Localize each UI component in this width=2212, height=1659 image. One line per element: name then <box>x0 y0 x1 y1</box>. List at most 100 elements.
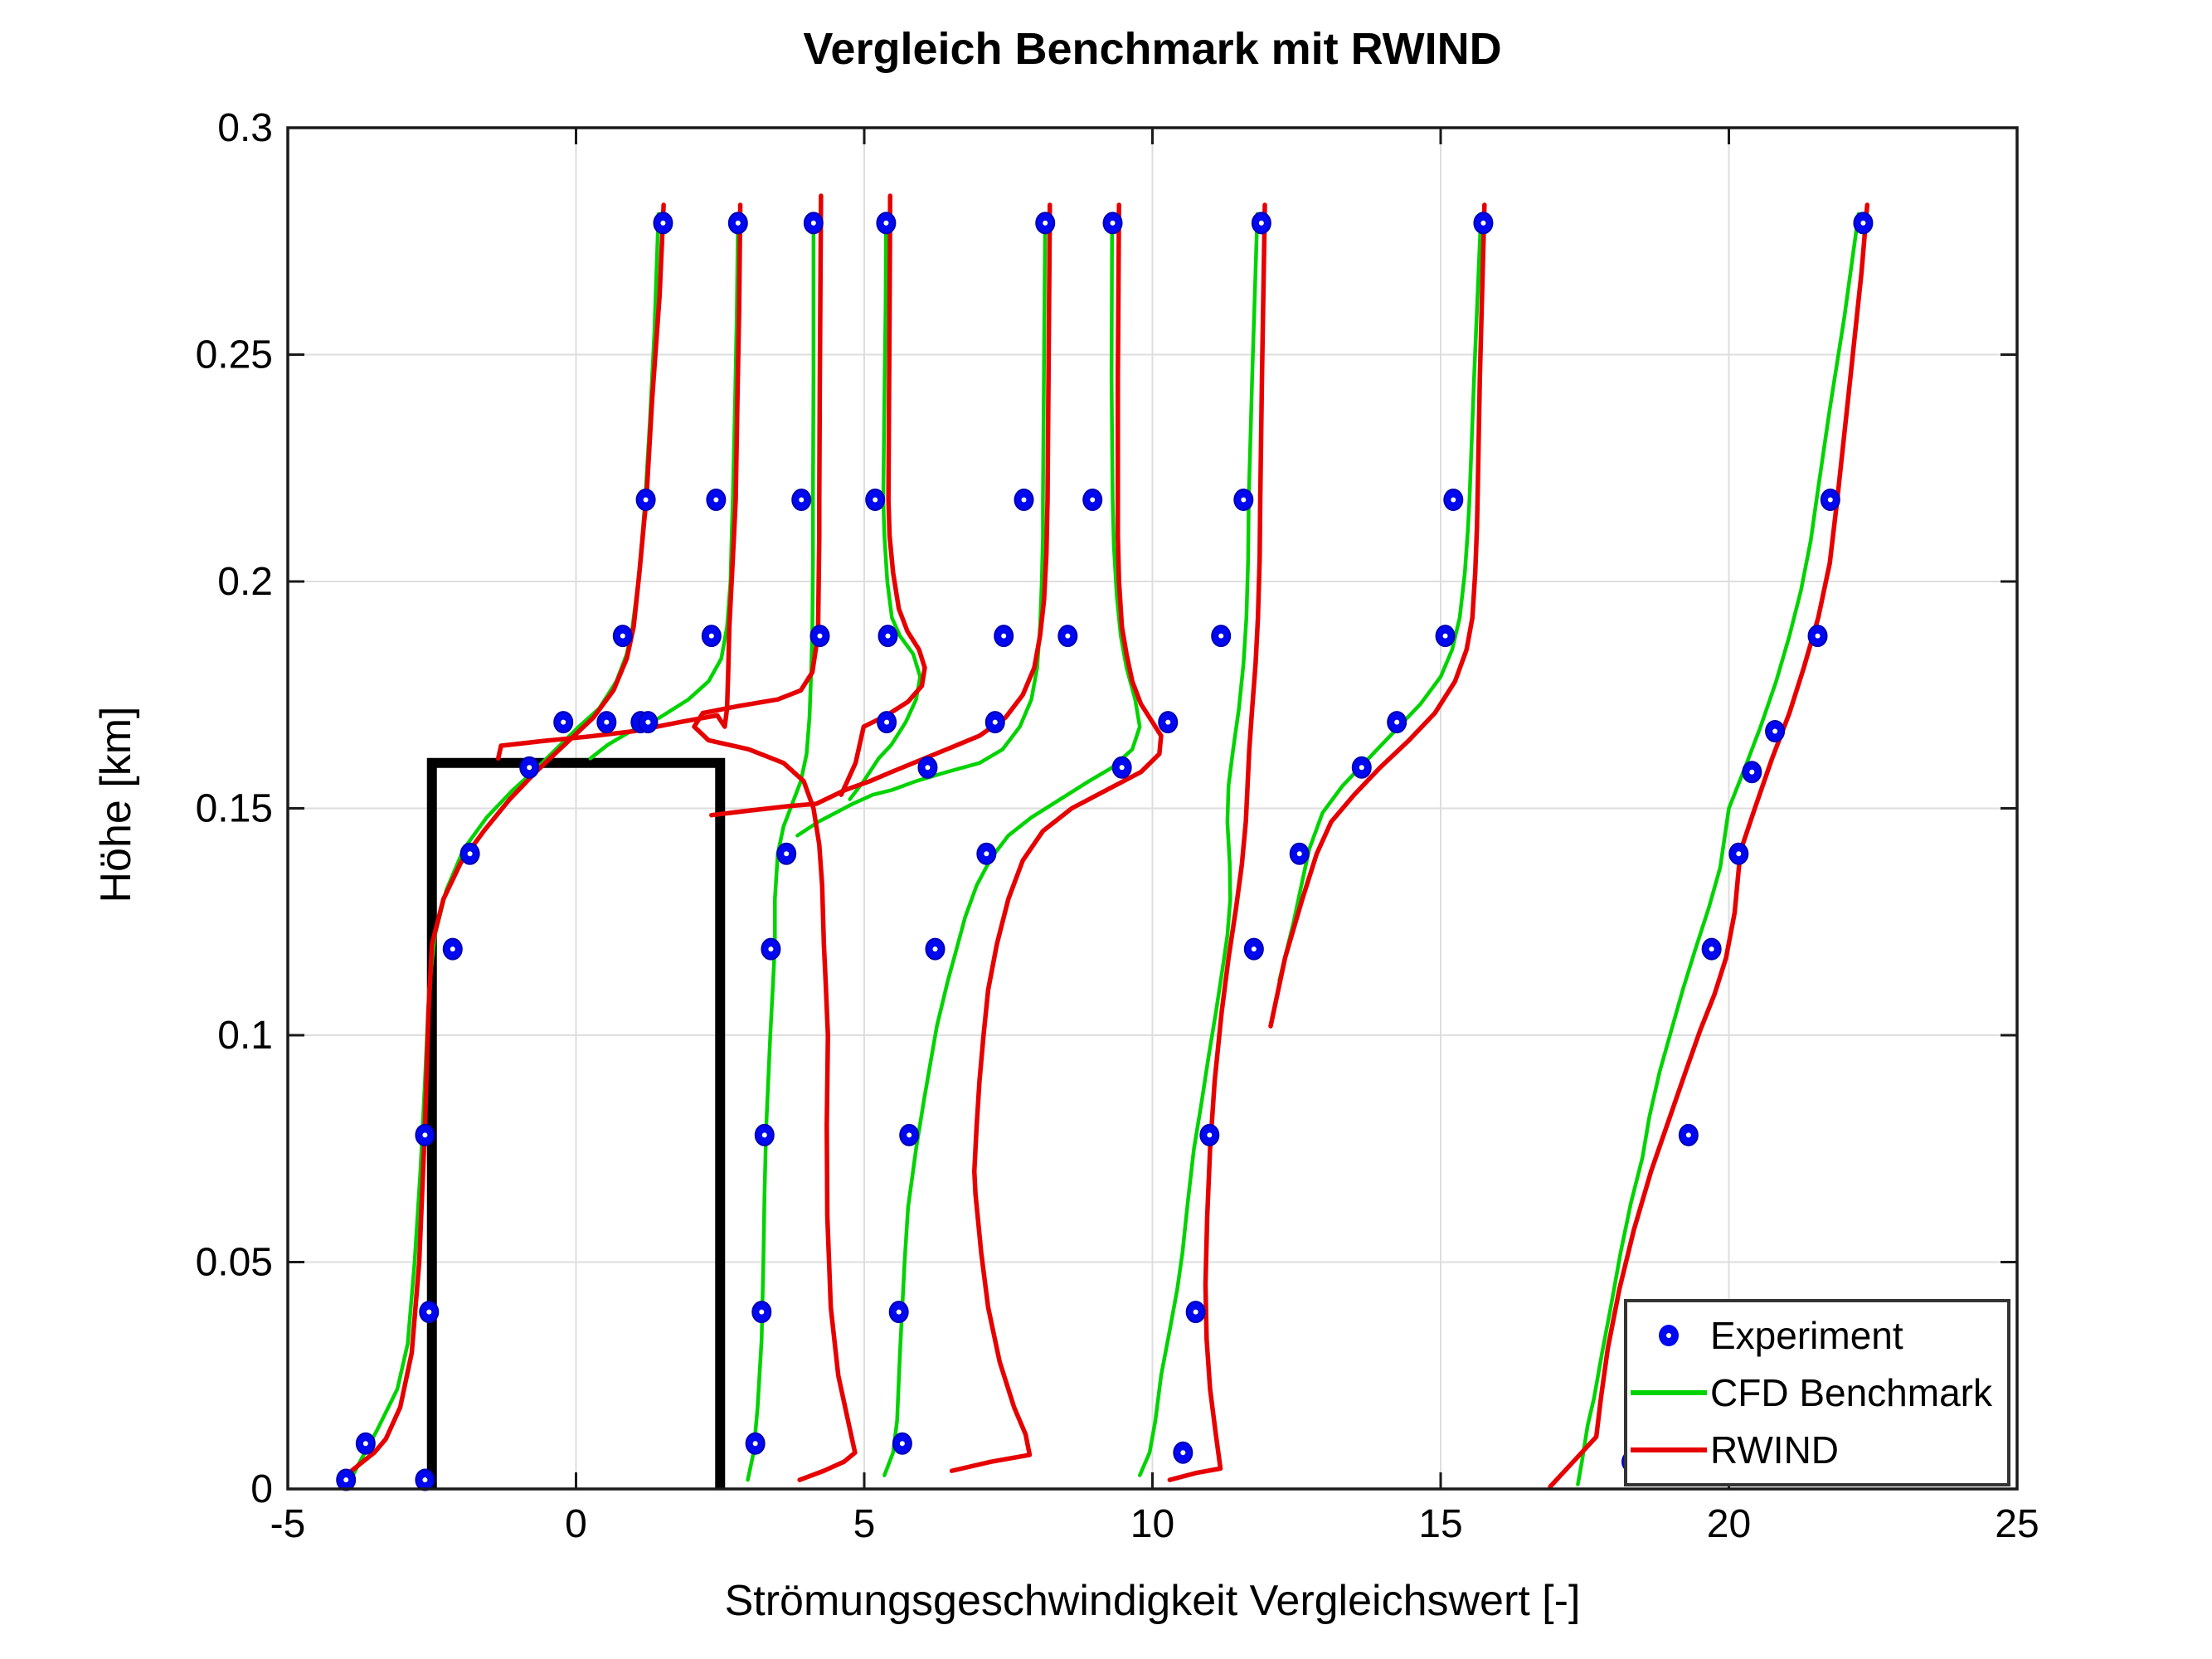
experiment-point-center <box>1827 497 1833 503</box>
experiment-point-center <box>713 497 719 503</box>
experiment-point-center <box>799 497 805 503</box>
experiment-point-center <box>883 220 889 226</box>
experiment-point-center <box>907 1132 912 1138</box>
x-tick-label: 20 <box>1707 1502 1751 1546</box>
experiment-point-center <box>1090 497 1096 503</box>
experiment-point-center <box>1251 946 1257 952</box>
experiment-point-center <box>426 1309 432 1315</box>
experiment-point-center <box>752 1441 758 1447</box>
x-tick-label: 5 <box>853 1502 876 1546</box>
experiment-point-center <box>1241 497 1247 503</box>
experiment-point-center <box>885 633 891 639</box>
experiment-point-center <box>810 220 816 226</box>
cfd-benchmark-curve <box>1576 212 1861 1486</box>
cfd-benchmark-curve <box>346 212 661 1486</box>
experiment-point-center <box>1359 765 1364 771</box>
experiment-point-center <box>362 1441 368 1447</box>
rwind-curve <box>1548 202 1870 1490</box>
experiment-point-center <box>925 765 931 771</box>
experiment-point-center <box>899 1441 905 1447</box>
x-tick-label: -5 <box>270 1502 306 1546</box>
rwind-curve <box>343 202 666 1478</box>
y-tick-label: 0.25 <box>196 333 273 377</box>
experiment-point-center <box>643 497 649 503</box>
x-axis-label: Strömungsgeschwindigkeit Vergleichswert … <box>724 1577 1581 1625</box>
y-tick-label: 0.1 <box>217 1014 273 1058</box>
rwind-curve <box>949 202 1164 1473</box>
experiment-point-center <box>1043 220 1048 226</box>
experiment-point-center <box>343 1477 349 1483</box>
y-axis-label: Höhe [km] <box>92 706 140 903</box>
experiment-point-center <box>422 1477 428 1483</box>
experiment-point-center <box>884 719 890 725</box>
experiment-point-center <box>1736 851 1742 857</box>
x-tick-label: 15 <box>1418 1502 1462 1546</box>
experiment-point-center <box>1021 497 1027 503</box>
experiment-point-center <box>735 220 741 226</box>
experiment-point-center <box>896 1309 902 1315</box>
experiment-point-center <box>1772 728 1778 734</box>
cfd-benchmark-curve <box>1277 212 1483 983</box>
legend-item-cfd-benchmark: CFD Benchmark <box>1627 1366 2007 1419</box>
x-tick-label: 0 <box>565 1502 587 1546</box>
experiment-point-center <box>1394 719 1400 725</box>
experiment-point-center <box>1065 633 1071 639</box>
experiment-point-center <box>450 946 455 952</box>
legend-item-experiment: Experiment <box>1627 1309 2007 1362</box>
experiment-point-center <box>932 946 938 952</box>
experiment-point-center <box>1709 946 1714 952</box>
experiment-point-center <box>784 851 790 857</box>
legend-item-rwind: RWIND <box>1627 1423 2007 1477</box>
experiment-point-center <box>1207 1132 1213 1138</box>
experiment-point-center <box>992 719 998 725</box>
experiment-point-center <box>1193 1309 1198 1315</box>
y-tick-label: 0.05 <box>196 1241 273 1285</box>
experiment-point-center <box>768 946 774 952</box>
experiment-point-center <box>1165 719 1171 725</box>
experiment-point-center <box>467 851 473 857</box>
experiment-point-center <box>1296 851 1302 857</box>
chart-title: Vergleich Benchmark mit RWIND <box>803 24 1502 74</box>
experiment-point-center <box>1110 220 1116 226</box>
experiment-point-center <box>1685 1132 1691 1138</box>
legend-label: CFD Benchmark <box>1710 1370 1992 1414</box>
y-tick-label: 0.2 <box>217 560 273 604</box>
x-tick-label: 25 <box>1995 1502 2039 1546</box>
rwind-curve <box>709 202 1053 818</box>
rwind-line-icon <box>1627 1447 1710 1452</box>
experiment-point-center <box>1451 497 1456 503</box>
experiment-point-center <box>1180 1450 1186 1456</box>
experiment-point-center <box>708 633 714 639</box>
experiment-point-center <box>527 765 532 771</box>
cfd-line-icon <box>1627 1389 1710 1395</box>
cfd-benchmark-curve <box>588 212 741 761</box>
experiment-marker-icon <box>1627 1325 1710 1347</box>
experiment-point-center <box>984 851 989 857</box>
experiment-point-center <box>660 220 666 226</box>
experiment-point-center <box>761 1132 767 1138</box>
experiment-point-center <box>1442 633 1448 639</box>
experiment-point-center <box>645 719 651 725</box>
building-outline <box>426 757 726 1489</box>
x-tick-label: 10 <box>1130 1502 1174 1546</box>
experiment-point-center <box>1218 633 1224 639</box>
y-tick-label: 0 <box>250 1467 273 1511</box>
experiment-point-center <box>817 633 823 639</box>
legend-label: Experiment <box>1710 1314 1903 1358</box>
experiment-point-center <box>759 1309 765 1315</box>
rwind-curve <box>1167 202 1267 1482</box>
experiment-point-center <box>1860 220 1866 226</box>
cfd-benchmark-curve <box>795 212 1048 838</box>
experiment-point-center <box>1001 633 1007 639</box>
experiment-point-center <box>620 633 625 639</box>
experiment-point-center <box>1749 769 1755 775</box>
experiment-point-center <box>1119 765 1125 771</box>
experiment-point-center <box>561 719 566 725</box>
legend-label: RWIND <box>1710 1428 1840 1472</box>
experiment-point-center <box>1480 220 1486 226</box>
cfd-benchmark-curve <box>848 212 922 801</box>
y-tick-label: 0.3 <box>217 106 273 150</box>
experiment-point-center <box>873 497 878 503</box>
